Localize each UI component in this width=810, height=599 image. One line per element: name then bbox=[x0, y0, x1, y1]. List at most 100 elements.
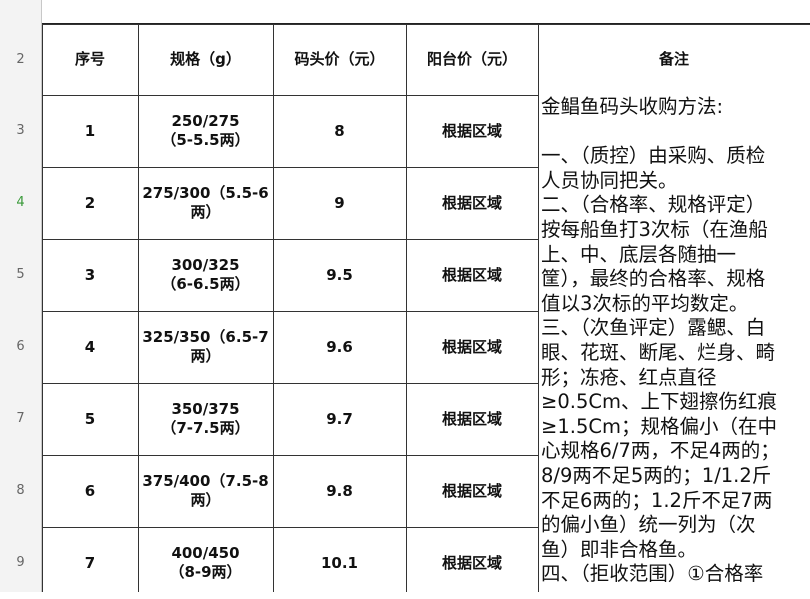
column-border bbox=[273, 24, 274, 592]
row-header-6[interactable]: 6 bbox=[16, 339, 25, 354]
cell-text: 4 bbox=[84, 337, 96, 356]
cell-text: 9 bbox=[334, 193, 345, 212]
column-border bbox=[406, 24, 407, 592]
header-notes[interactable]: 备注 bbox=[538, 24, 810, 95]
cell-text: 阳台价（元） bbox=[426, 50, 517, 68]
row-header-7[interactable]: 7 bbox=[16, 411, 25, 426]
header-index[interactable]: 序号 bbox=[42, 24, 138, 95]
cell-balcony-price[interactable]: 根据区域 bbox=[406, 167, 538, 239]
cell-line: 两） bbox=[190, 347, 221, 365]
cell-dock-price[interactable]: 9.8 bbox=[273, 455, 406, 527]
cell-line: 250/275 bbox=[171, 112, 240, 130]
cell-index[interactable]: 1 bbox=[42, 95, 138, 167]
row-border bbox=[42, 24, 810, 25]
notes-line: 眼、花斑、断尾、烂身、畸 bbox=[541, 340, 776, 364]
cell-text: 9.6 bbox=[326, 337, 353, 356]
cell-dock-price[interactable]: 9.7 bbox=[273, 383, 406, 455]
cell-text: 根据区域 bbox=[441, 337, 502, 356]
row-border bbox=[42, 167, 539, 168]
cell-spec[interactable]: 400/450 （8-9两） bbox=[138, 527, 273, 599]
cell-text: 根据区域 bbox=[441, 121, 502, 140]
notes-line: ≥0.5Cm、上下翅擦伤红痕 bbox=[541, 390, 777, 414]
header-spec[interactable]: 规格（g） bbox=[138, 24, 273, 95]
cell-balcony-price[interactable]: 根据区域 bbox=[406, 239, 538, 311]
cell-balcony-price[interactable]: 根据区域 bbox=[406, 311, 538, 383]
cell-index[interactable]: 4 bbox=[42, 311, 138, 383]
row-1-cell[interactable] bbox=[42, 0, 810, 25]
cell-spec[interactable]: 275/300（5.5-6 两） bbox=[138, 167, 273, 239]
notes-line: 三、（次鱼评定）露鳃、白 bbox=[541, 316, 766, 340]
cell-line: 350/375 bbox=[171, 400, 240, 418]
cell-line: 两） bbox=[190, 491, 221, 509]
cell-dock-price[interactable]: 9.5 bbox=[273, 239, 406, 311]
cell-index[interactable]: 2 bbox=[42, 167, 138, 239]
cell-line: 300/325 bbox=[171, 256, 240, 274]
row-border bbox=[42, 239, 539, 240]
cell-index[interactable]: 5 bbox=[42, 383, 138, 455]
row-header-4[interactable]: 4 bbox=[16, 195, 25, 210]
notes-line: 8/9两不足5两的；1/1.2斤 bbox=[541, 463, 772, 487]
column-border bbox=[538, 24, 539, 592]
cell-line: 375/400（7.5-8 bbox=[142, 472, 269, 490]
cell-text: 7 bbox=[84, 553, 96, 572]
row-header-8[interactable]: 8 bbox=[16, 483, 25, 498]
cell-text: 1 bbox=[84, 121, 96, 140]
cell-spec[interactable]: 375/400（7.5-8 两） bbox=[138, 455, 273, 527]
notes-line bbox=[541, 120, 810, 145]
row-header-column bbox=[0, 0, 42, 592]
cell-text: 9.7 bbox=[326, 409, 353, 428]
cell-text: 根据区域 bbox=[441, 193, 502, 212]
notes-line: 的偏小鱼）统一列为（次 bbox=[541, 513, 756, 537]
row-border bbox=[42, 455, 539, 456]
row-header-2[interactable]: 2 bbox=[16, 52, 25, 67]
header-balcony-price[interactable]: 阳台价（元） bbox=[406, 24, 538, 95]
notes-line: 心规格6/7两，不足4两的； bbox=[541, 439, 780, 463]
cell-spec[interactable]: 300/325 （6-6.5两） bbox=[138, 239, 273, 311]
row-border bbox=[42, 383, 539, 384]
cell-dock-price[interactable]: 10.1 bbox=[273, 527, 406, 599]
cell-line: 400/450 bbox=[171, 544, 240, 562]
row-header-3[interactable]: 3 bbox=[16, 123, 25, 138]
notes-line: 值以3次标的平均数定。 bbox=[541, 291, 749, 315]
cell-spec[interactable]: 350/375 （7-7.5两） bbox=[138, 383, 273, 455]
cell-balcony-price[interactable]: 根据区域 bbox=[406, 455, 538, 527]
cell-balcony-price[interactable]: 根据区域 bbox=[406, 95, 538, 167]
cell-text: 6 bbox=[84, 481, 96, 500]
cell-balcony-price[interactable]: 根据区域 bbox=[406, 383, 538, 455]
notes-line: 鱼）即非合格鱼。 bbox=[541, 537, 698, 561]
cell-line: 275/300（5.5-6 bbox=[142, 184, 269, 202]
notes-line: 筐），最终的合格率、规格 bbox=[541, 267, 766, 291]
cell-spec[interactable]: 325/350（6.5-7 两） bbox=[138, 311, 273, 383]
cell-line: （7-7.5两） bbox=[161, 419, 250, 437]
row-border bbox=[42, 311, 539, 312]
notes-line: 形；冻疮、红点直径 bbox=[541, 365, 717, 389]
cell-line: 两） bbox=[190, 203, 221, 221]
cell-index[interactable]: 6 bbox=[42, 455, 138, 527]
cell-index[interactable]: 3 bbox=[42, 239, 138, 311]
cell-balcony-price[interactable]: 根据区域 bbox=[406, 527, 538, 599]
notes-line: 四、（拒收范围）①合格率 bbox=[541, 562, 764, 586]
notes-line: 金鲳鱼码头收购方法: bbox=[541, 95, 724, 118]
notes-line: 不足6两的；1.2斤不足7两 bbox=[541, 488, 773, 512]
cell-text: 备注 bbox=[658, 50, 689, 68]
cell-line: （6-6.5两） bbox=[161, 275, 250, 293]
row-header-5[interactable]: 5 bbox=[16, 267, 25, 282]
cell-spec[interactable]: 250/275 （5-5.5两） bbox=[138, 95, 273, 167]
notes-line: 一、（质控）由采购、质检 bbox=[541, 144, 766, 168]
row-header-9[interactable]: 9 bbox=[16, 555, 25, 570]
notes-cell[interactable]: 金鲳鱼码头收购方法: 一、（质控）由采购、质检 人员协同把关。 二、（合格率、规格评定… bbox=[541, 95, 810, 592]
cell-index[interactable]: 7 bbox=[42, 527, 138, 599]
cell-text: 10.1 bbox=[320, 553, 358, 572]
cell-dock-price[interactable]: 9.6 bbox=[273, 311, 406, 383]
cell-line: （5-5.5两） bbox=[161, 131, 250, 149]
cell-dock-price[interactable]: 8 bbox=[273, 95, 406, 167]
cell-text: 根据区域 bbox=[441, 265, 502, 284]
cell-dock-price[interactable]: 9 bbox=[273, 167, 406, 239]
cell-text: 序号 bbox=[74, 50, 105, 68]
cell-text: 9.8 bbox=[326, 481, 353, 500]
row-border bbox=[42, 527, 539, 528]
cell-text: 8 bbox=[334, 121, 345, 140]
row-border bbox=[42, 95, 539, 96]
header-dock-price[interactable]: 码头价（元） bbox=[273, 24, 406, 95]
notes-line: 按每船鱼打3次标（在渔船 bbox=[541, 217, 768, 241]
